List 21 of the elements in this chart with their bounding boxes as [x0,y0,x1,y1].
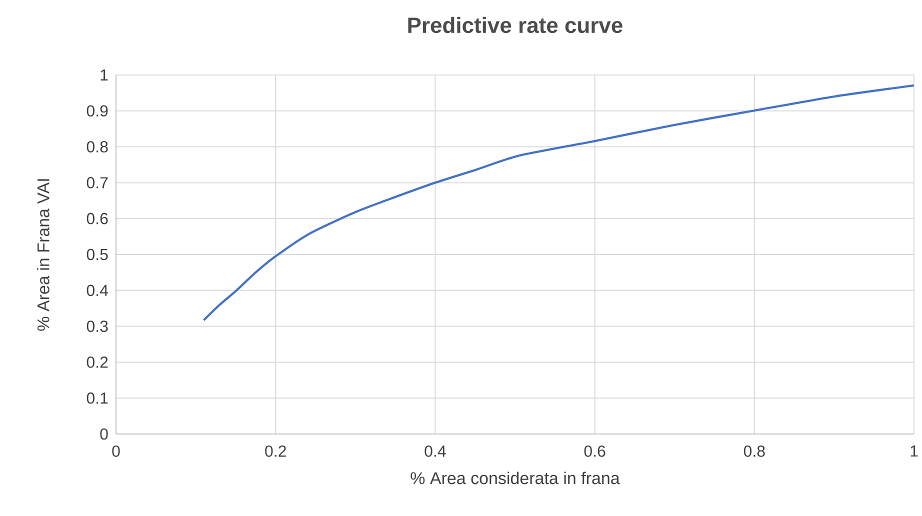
x-axis-title: % Area considerata in frana [410,472,620,484]
x-tick-label: 0.8 [744,446,765,457]
x-tick-label: 1 [910,446,918,457]
y-tick-label: 0.3 [86,320,108,332]
x-tick-label: 0.2 [265,446,286,457]
y-tick-label: 0.6 [86,212,108,224]
y-tick-label: 0.8 [86,141,108,152]
line-series [202,84,914,322]
y-tick-label: 0.9 [86,105,108,117]
y-tick-label: 0.4 [86,284,108,296]
y-tick-label: 0.2 [86,356,108,368]
x-tick-label: 0.4 [424,446,446,457]
y-tick-label: 0.5 [86,248,108,260]
y-axis-title: % Area in Frana VAI [36,179,50,331]
x-tick-label: 0.6 [584,446,606,457]
y-tick-label: 0.7 [86,177,108,188]
chart-title: Predictive rate curve [408,16,622,34]
y-tick-label: 0.1 [86,392,108,404]
y-tick-label: 1 [100,69,108,80]
x-tick-label: 0 [112,446,120,457]
y-tick-label: 0 [100,428,108,440]
